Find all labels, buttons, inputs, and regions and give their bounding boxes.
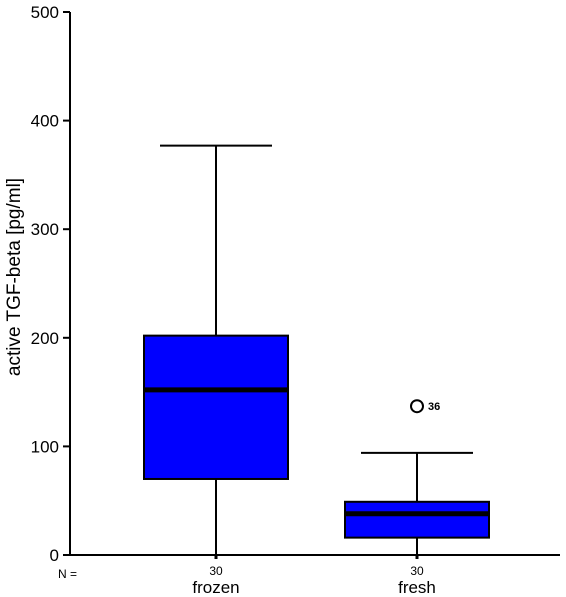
y-axis-title: active TGF-beta [pg/ml] — [4, 178, 25, 376]
outlier-point — [410, 399, 424, 414]
y-tick-label: 100 — [31, 437, 59, 456]
y-tick-label: 300 — [31, 220, 59, 239]
y-axis-ticks: 0 100 200 300 400 500 — [31, 3, 70, 565]
box-fresh: 36 — [344, 399, 490, 555]
iqr-box — [143, 334, 289, 480]
y-tick-label: 400 — [31, 112, 59, 131]
n-value-label: 30 — [209, 564, 223, 578]
y-tick-label: 0 — [50, 546, 59, 565]
y-tick-label: 200 — [31, 329, 59, 348]
category-label-fresh: fresh — [398, 578, 436, 597]
category-label-frozen: frozen — [192, 578, 239, 597]
n-prefix-label: N = — [58, 567, 77, 581]
boxes-group: 36 — [143, 144, 490, 555]
box-frozen — [143, 144, 289, 555]
n-value-label: 30 — [410, 564, 424, 578]
outlier-label: 36 — [428, 401, 440, 413]
y-tick-label: 500 — [31, 3, 59, 22]
iqr-box — [344, 500, 490, 539]
